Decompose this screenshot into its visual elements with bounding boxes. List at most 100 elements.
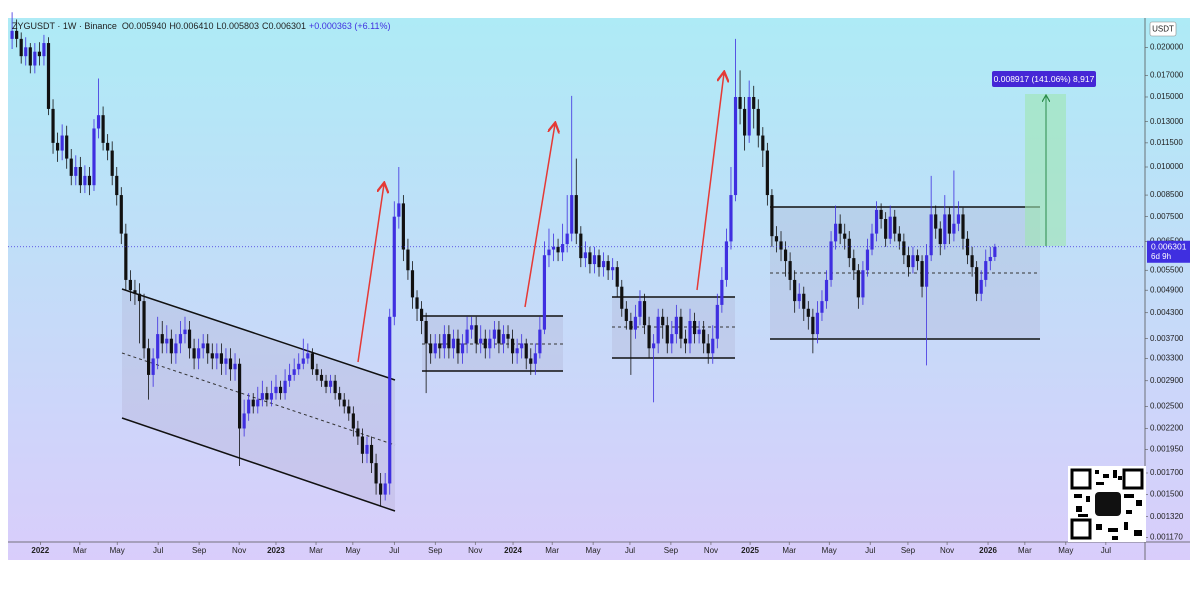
candle-body <box>51 108 55 143</box>
x-tick-label: Jul <box>389 546 399 555</box>
candle-body <box>42 43 46 57</box>
candle-body <box>556 246 560 253</box>
candle-body <box>611 267 615 271</box>
measure-label: 0.008917 (141.06%) 8,917 <box>994 74 1095 84</box>
candle-body <box>447 334 451 349</box>
candle-body <box>929 214 933 256</box>
y-tick-label: 0.001500 <box>1150 490 1184 499</box>
candle-body <box>925 255 929 287</box>
y-tick-label: 0.015000 <box>1150 92 1184 101</box>
candle-body <box>597 255 601 268</box>
candle-body <box>870 233 874 250</box>
candle-body <box>278 386 283 394</box>
candle-body <box>829 241 833 280</box>
candle-body <box>688 320 692 344</box>
candle-body <box>15 30 19 39</box>
candle-body <box>224 358 228 364</box>
candle-body <box>865 249 870 271</box>
candle-body <box>37 51 41 57</box>
candle-body <box>879 209 883 220</box>
candle-body <box>647 325 651 349</box>
chart-background <box>8 18 1190 560</box>
candle-body <box>629 320 633 330</box>
chart-header: ZYGUSDT · 1W · Binance O0.005940 H0.006410… <box>12 21 390 31</box>
candle-body <box>310 353 314 370</box>
currency-box <box>1149 21 1177 37</box>
candle-body <box>692 320 697 335</box>
candle-body <box>856 270 860 298</box>
y-tick-label: 0.001170 <box>1150 533 1183 542</box>
candle-body <box>151 358 155 375</box>
candle-body <box>28 47 32 66</box>
candle-body <box>210 353 214 359</box>
candle-body <box>911 255 915 268</box>
candle-body <box>888 216 892 239</box>
last-price-label: 0.006301 <box>1151 242 1187 252</box>
qr-finder <box>1070 518 1092 540</box>
candle-body <box>197 348 201 359</box>
candle-body <box>797 293 801 302</box>
x-tick-label: Sep <box>901 546 916 555</box>
candle-body <box>947 214 951 234</box>
candle-body <box>506 334 510 339</box>
y-tick-label: 0.020000 <box>1150 42 1184 51</box>
candle-body <box>124 233 128 280</box>
candle-body <box>242 413 246 429</box>
candle-body <box>10 30 14 39</box>
candle-body <box>388 316 392 484</box>
candle-body <box>902 241 906 256</box>
y-tick-label: 0.002200 <box>1150 424 1184 433</box>
candle-body <box>438 343 442 349</box>
candle-body <box>538 329 542 354</box>
candle-body <box>733 96 738 196</box>
candle-body <box>793 279 797 302</box>
candle-body <box>802 293 806 309</box>
candle-body <box>633 316 638 330</box>
candle-body <box>297 363 301 370</box>
candle-body <box>169 338 173 354</box>
candle-body <box>679 316 683 339</box>
candle-body <box>92 128 96 186</box>
symbol: ZYGUSDT · 1W · Binance <box>12 21 117 31</box>
x-tick-label: May <box>586 546 601 555</box>
candle-body <box>533 353 537 364</box>
candle-body <box>201 343 205 349</box>
candle-body <box>187 329 192 349</box>
candle-body <box>374 463 378 484</box>
candle-body <box>656 316 660 344</box>
candle-body <box>365 444 369 454</box>
candle-body <box>824 279 829 302</box>
candle-body <box>442 334 446 349</box>
candle-body <box>884 219 888 239</box>
candle-body <box>406 249 410 271</box>
x-tick-label: Mar <box>1018 546 1032 555</box>
candle-body <box>247 399 251 414</box>
x-tick-label: Jul <box>153 546 163 555</box>
y-tick-label: 0.005500 <box>1150 265 1184 274</box>
candle-body <box>724 241 729 280</box>
candle-body <box>847 238 851 259</box>
candle-body <box>620 286 624 309</box>
x-tick-label: Mar <box>309 546 323 555</box>
candle-body <box>738 96 742 109</box>
candle-body <box>133 290 137 294</box>
candle-body <box>410 270 415 298</box>
y-tick-label: 0.002500 <box>1150 402 1184 411</box>
candle-body <box>46 43 51 109</box>
candle-body <box>747 96 751 136</box>
candle-body <box>83 175 87 186</box>
candle-body <box>893 216 897 234</box>
candle-body <box>547 249 551 256</box>
x-tick-label: Sep <box>192 546 207 555</box>
last-price-box <box>1147 240 1190 263</box>
candle-body <box>843 233 847 239</box>
candle-body <box>433 343 437 354</box>
candle-body <box>670 334 674 344</box>
candle-body <box>574 195 578 234</box>
candle-body <box>101 115 105 143</box>
candle-body <box>579 233 583 259</box>
candle-body <box>811 316 815 335</box>
y-tick-label: 0.013000 <box>1150 117 1184 126</box>
candle-body <box>283 380 287 394</box>
candle-body <box>943 214 947 245</box>
